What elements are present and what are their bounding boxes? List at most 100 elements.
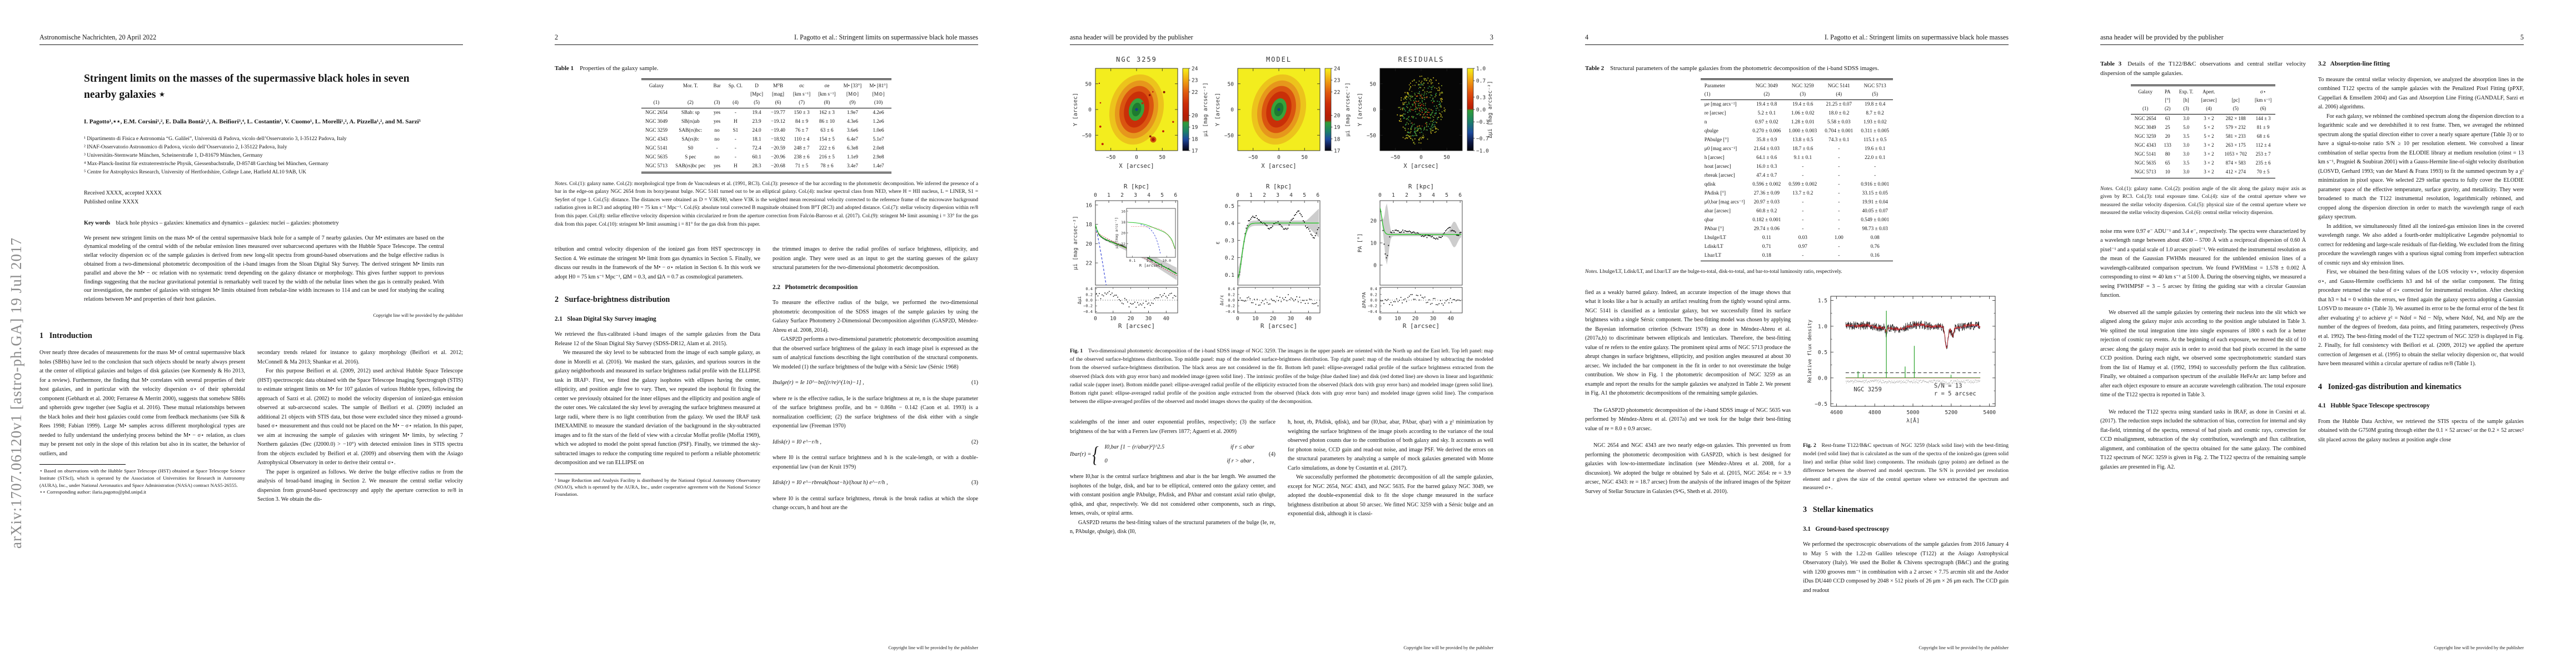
tick-label: 0.0 bbox=[1085, 298, 1093, 303]
copyright-footer: Copyright line will be provided by the p… bbox=[1919, 645, 2009, 650]
paragraph: where re is the effective radius, Ie is … bbox=[773, 395, 978, 430]
section-3-1-heading: 3.1 Ground-based spectroscopy bbox=[1803, 525, 1890, 532]
model-line bbox=[1380, 207, 1462, 235]
table-row: qbar 0.182 ± 0.001- -0.549 ± 0.001 bbox=[1704, 216, 1890, 222]
paragraph: where I0,bar is the central surface brig… bbox=[1070, 474, 1275, 517]
keywords-label: Key words bbox=[84, 220, 111, 226]
tick-label: 40 bbox=[1163, 316, 1170, 322]
tick-label: 16 bbox=[1121, 209, 1125, 213]
tick-label: 3 bbox=[1276, 192, 1279, 198]
residual-speckle bbox=[1397, 76, 1446, 145]
page-2: 2 I. Pagotto et al.: Stringent limits on… bbox=[515, 0, 1030, 667]
figure-2-caption-text: Rest-frame T122/B&C spectrum of NGC 3259… bbox=[1803, 442, 2009, 491]
page-3-header: asna header will be provided by the publ… bbox=[1070, 33, 1493, 45]
tick-label: 5400 bbox=[1983, 410, 1996, 416]
tick-label: 0.5 bbox=[1818, 350, 1827, 356]
tick-label: 0.2 bbox=[1370, 292, 1377, 297]
tick-label: 19 bbox=[1334, 125, 1341, 131]
residual-masked-areas bbox=[1411, 85, 1434, 136]
table-row: NGC 3049 25 5.0 5 × 2 579 × 232 81 ± 9 bbox=[2134, 125, 2270, 131]
tick-label: 0.5 bbox=[1225, 203, 1234, 210]
map-y-axis-label: Y [arcsec] bbox=[1073, 93, 1079, 126]
table-row: NGC 5713 SAB(rs)bc pec yes H 28.3 −20.68 71 ± … bbox=[641, 161, 891, 173]
table-row: Ldisk/LT 0.71 0.97-0.76 bbox=[1704, 243, 1880, 249]
residual-y-axis-label: ΔPA/PA bbox=[1362, 292, 1367, 308]
page-2-content: 2 I. Pagotto et al.: Stringent limits on… bbox=[555, 0, 978, 513]
tick-label: 2 bbox=[1120, 192, 1124, 198]
received-block: Received XXXX, accepted XXXX Published o… bbox=[84, 189, 463, 207]
page-number: 3 bbox=[1489, 33, 1493, 41]
equation-4-case-2: 0 bbox=[1104, 457, 1108, 464]
running-title: I. Pagotto et al.: Stringent limits on s… bbox=[1824, 33, 2009, 41]
tick-label: 18 bbox=[1086, 222, 1093, 228]
figure-2: 4600 4800 5000 5200 5400 −0.5 0.0 0.5 1.0 1.5 Rela… bbox=[1803, 288, 2009, 434]
equation-4-cases: { I0,bar [1 − (r/abar)²]^2.5 if r ≤ abar … bbox=[1091, 443, 1268, 466]
tick-label: 50 bbox=[1085, 81, 1092, 87]
map-residuals bbox=[1380, 68, 1462, 151]
tick-label: 0 bbox=[1419, 155, 1423, 161]
profile-series bbox=[1238, 208, 1319, 285]
tick-label: 3 bbox=[1134, 192, 1137, 198]
paragraph: First, we obtained the best-fitting valu… bbox=[2318, 269, 2524, 367]
tick-label: −0.7 bbox=[1476, 136, 1489, 142]
affiliation-item: ³ Universitäts-Sternwarte München, Schei… bbox=[84, 152, 263, 159]
tick-label: 0.0 bbox=[1818, 375, 1827, 381]
tick-label: 24 bbox=[1334, 66, 1341, 72]
tick-label: 50 bbox=[1444, 155, 1451, 161]
spectrum-series bbox=[1845, 310, 1981, 385]
page-1-columns: Over nearly three decades of measurement… bbox=[39, 349, 463, 505]
tick-label: 40 bbox=[1448, 316, 1454, 322]
tick-label: 10 bbox=[1252, 316, 1259, 322]
page-3-content: asna header will be provided by the publ… bbox=[1070, 0, 1493, 537]
page-5-content: asna header will be provided by the publ… bbox=[2100, 0, 2524, 472]
tick-label: 0.3 bbox=[1225, 238, 1234, 244]
equation-4-case-1: I0,bar [1 − (r/abar)²]^2.5 bbox=[1104, 444, 1165, 451]
tick-label: −50 bbox=[1106, 155, 1115, 161]
tick-label: 6 bbox=[1316, 192, 1319, 198]
table-row: re [arcsec] 5.2 ± 0.1 1.06 ± 0.02 18.0 ± 0.… bbox=[1704, 110, 1885, 116]
table-row: rbreak [arcsec] 47.4 ± 0.7- - - bbox=[1704, 172, 1876, 178]
tick-label: 10 bbox=[1394, 316, 1401, 322]
section-3-2-heading: 3.2 Absorption-line fitting bbox=[2318, 61, 2390, 67]
profile-x-axis-label: R [arcsec] bbox=[1118, 322, 1155, 330]
footnote-corresponding: ⋆⋆ Corresponding author: ilaria.pagotto@… bbox=[39, 489, 147, 495]
running-title: asna header will be provided by the publ… bbox=[2100, 33, 2224, 41]
table-row: μ0,bar [mag arcs⁻²] 20.97 ± 0.03- -19.91 ±… bbox=[1704, 198, 1888, 205]
paragraph: Over nearly three decades of measurement… bbox=[39, 350, 245, 457]
page-5-header: asna header will be provided by the publ… bbox=[2100, 33, 2524, 45]
paragraph: For this purpose Beifiori et al. (2009, … bbox=[257, 368, 463, 466]
equation-3-body: Idisk(r) = I0 e^−rbreak(hout−h)/(hout h)… bbox=[773, 480, 888, 486]
tick-label: 0.7 bbox=[1476, 78, 1486, 84]
tick-label: 0 bbox=[1135, 155, 1138, 161]
table-row: NGC 5635 65 3.5 3 × 2 874 × 583 235 ± 6 bbox=[2134, 160, 2271, 166]
paragraph: where I0 is the central surface brightne… bbox=[773, 455, 978, 470]
affiliation-item: ¹ Dipartimento di Fisica e Astronomia “G… bbox=[84, 135, 347, 142]
x-axis-label: λ[Å] bbox=[1906, 417, 1920, 424]
tick-label: 20 bbox=[1270, 316, 1277, 322]
tick-label: −0.2 bbox=[1083, 304, 1093, 308]
map-observed bbox=[1095, 68, 1178, 151]
tick-label: −1.0 bbox=[1476, 148, 1489, 155]
paragraph: where I0 is the central surface brightne… bbox=[773, 495, 978, 511]
paragraph: secondary trends related for instance to… bbox=[257, 350, 463, 365]
tick-label: 10 bbox=[1371, 241, 1377, 247]
error-band bbox=[1381, 203, 1462, 265]
colorbar bbox=[1467, 68, 1474, 151]
table-1-label: Table 1 bbox=[555, 65, 574, 72]
received-line: Received XXXX, accepted XXXX bbox=[84, 190, 162, 196]
figure-1-caption: Fig. 1 Two-dimensional photometric decom… bbox=[1070, 347, 1493, 406]
figure-1: NGC 3259 50 0 −50 Y [arcsec] −50 0 50 X [arcsec]… bbox=[1070, 52, 1493, 340]
equation-2: Idisk(r) = I0 e^−r/h , (2) bbox=[773, 438, 978, 447]
tick-label: 4800 bbox=[1869, 410, 1881, 416]
table-row: Lbulge/LT 0.11 0.03 1.00 0.08 bbox=[1704, 234, 1880, 240]
tick-label: 10 bbox=[1110, 316, 1117, 322]
tick-label: 0.4 bbox=[1225, 221, 1234, 227]
tick-label: −0.4 bbox=[1083, 310, 1093, 314]
error-band bbox=[1238, 208, 1319, 285]
paragraph: In addition, we simultaneously fitted al… bbox=[2318, 223, 2524, 266]
tick-label: −50 bbox=[1391, 155, 1400, 161]
tick-label: 5000 bbox=[1907, 410, 1920, 416]
tick-label: 24 bbox=[1192, 66, 1198, 72]
disk-line bbox=[1096, 232, 1177, 276]
